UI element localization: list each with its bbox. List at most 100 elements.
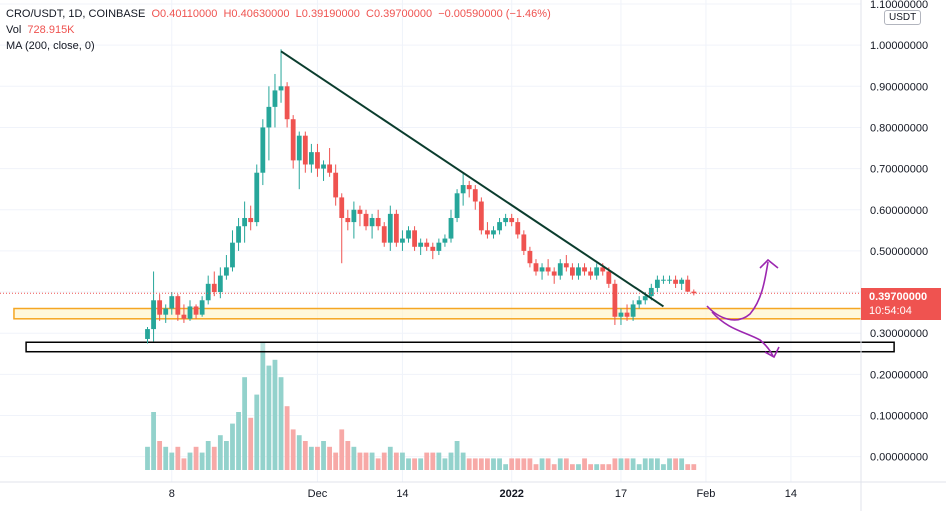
candle-body bbox=[588, 271, 594, 276]
volume-value: 728.915K bbox=[27, 24, 75, 36]
x-tick-label: 14 bbox=[396, 488, 408, 500]
volume-bar bbox=[642, 458, 648, 470]
candle-body bbox=[551, 271, 557, 276]
last-price-badge: 0.39700000 10:54:04 bbox=[861, 288, 941, 320]
volume-bar bbox=[557, 458, 563, 470]
candle-body bbox=[691, 291, 697, 294]
candle-body bbox=[448, 217, 454, 239]
candle-body bbox=[563, 263, 569, 268]
y-tick-label: 1.00000000 bbox=[870, 40, 928, 52]
candle-body bbox=[236, 226, 241, 243]
y-tick-label: 0.50000000 bbox=[870, 246, 928, 258]
volume-bar bbox=[533, 464, 539, 470]
candle-body bbox=[654, 279, 660, 288]
candle-body bbox=[509, 217, 515, 223]
candle-body bbox=[230, 242, 235, 268]
support-zone bbox=[13, 307, 907, 320]
candle-body bbox=[315, 152, 320, 169]
volume-bar bbox=[509, 458, 515, 470]
indicator-label[interactable]: MA (200, close, 0) bbox=[6, 40, 95, 52]
volume-bar bbox=[618, 458, 624, 470]
volume-bar bbox=[217, 435, 223, 470]
candle-body bbox=[424, 242, 430, 247]
volume-bar bbox=[400, 452, 405, 470]
candle-body bbox=[624, 312, 630, 317]
volume-bar bbox=[648, 458, 654, 470]
drawing-lines[interactable] bbox=[0, 50, 861, 359]
candle-body bbox=[169, 296, 175, 309]
candle-body bbox=[406, 230, 411, 239]
candle-body bbox=[661, 279, 666, 281]
volume-bar bbox=[242, 377, 248, 470]
candle-body bbox=[642, 296, 648, 301]
volume-bar bbox=[588, 464, 594, 470]
candle-body bbox=[454, 193, 460, 218]
volume-bar bbox=[290, 429, 296, 470]
volume-bar bbox=[278, 377, 284, 470]
volume-bar bbox=[272, 359, 278, 470]
volume-bar bbox=[199, 452, 205, 470]
volume-bar bbox=[418, 458, 424, 470]
volume-bar bbox=[181, 458, 187, 470]
candle-body bbox=[151, 300, 156, 330]
candle-body bbox=[363, 213, 369, 227]
volume-bar bbox=[205, 441, 211, 470]
candle-body bbox=[557, 263, 563, 276]
volume-bar bbox=[145, 446, 150, 470]
x-tick-label: 17 bbox=[615, 488, 627, 500]
volume-bar bbox=[296, 435, 302, 470]
ohlc-row: CRO/USDT, 1D, COINBASE O0.40110000 H0.40… bbox=[6, 6, 551, 22]
candle-body bbox=[157, 300, 163, 315]
candle-body bbox=[296, 135, 302, 161]
candle-body bbox=[199, 300, 205, 315]
volume-bar bbox=[661, 464, 666, 470]
candle-body bbox=[351, 209, 357, 223]
candle-body bbox=[175, 296, 181, 315]
y-tick-label: 0.20000000 bbox=[870, 369, 928, 381]
volume-bar bbox=[302, 441, 308, 470]
y-tick-label: 0.70000000 bbox=[870, 164, 928, 176]
volume-bar bbox=[472, 458, 478, 470]
volume-bar bbox=[551, 464, 557, 470]
y-tick-label: 0.60000000 bbox=[870, 205, 928, 217]
candle-body bbox=[491, 230, 496, 235]
indicator-row: MA (200, close, 0) bbox=[6, 38, 551, 54]
candle-body bbox=[381, 226, 387, 243]
last-price-value: 0.39700000 bbox=[869, 291, 928, 303]
candle-body bbox=[254, 172, 260, 223]
candle-body bbox=[648, 287, 654, 297]
volume-bar bbox=[224, 441, 229, 470]
x-tick-label: 14 bbox=[785, 488, 797, 500]
chart-legend: CRO/USDT, 1D, COINBASE O0.40110000 H0.40… bbox=[6, 6, 551, 54]
volume-bar bbox=[576, 464, 581, 470]
symbol-label[interactable]: CRO/USDT, 1D, COINBASE bbox=[6, 8, 146, 20]
projection-down-arrowhead bbox=[764, 346, 780, 359]
currency-badge[interactable]: USDT bbox=[884, 10, 922, 25]
volume-bar bbox=[624, 458, 630, 470]
volume-bar bbox=[363, 452, 369, 470]
y-tick-label: 0.30000000 bbox=[870, 328, 928, 340]
volume-bar bbox=[594, 464, 600, 470]
candle-body bbox=[667, 279, 672, 281]
candle-body bbox=[400, 238, 405, 243]
volume-label[interactable]: Vol bbox=[6, 24, 22, 36]
candle-body bbox=[442, 238, 448, 243]
volume-bar bbox=[369, 452, 375, 470]
volume-bar bbox=[321, 441, 326, 470]
open-value: O0.40110000 bbox=[151, 8, 218, 20]
volume-bar bbox=[254, 394, 260, 470]
volume-bar bbox=[527, 458, 533, 470]
y-tick-label: 1.10000000 bbox=[870, 0, 928, 11]
volume-bar bbox=[236, 412, 241, 470]
candle-body bbox=[636, 300, 642, 305]
volume-bar bbox=[539, 458, 545, 470]
candle-body bbox=[570, 267, 575, 276]
candle-body bbox=[266, 106, 272, 128]
candle-body bbox=[539, 267, 545, 272]
volume-bar bbox=[357, 452, 363, 470]
volume-bar bbox=[266, 365, 272, 470]
volume-bar bbox=[375, 458, 381, 470]
